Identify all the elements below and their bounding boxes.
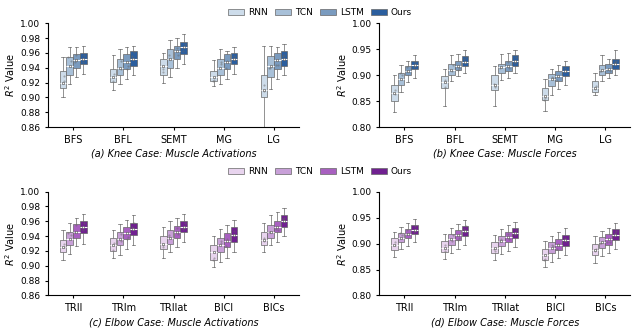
PathPatch shape xyxy=(492,242,498,253)
PathPatch shape xyxy=(268,56,274,77)
PathPatch shape xyxy=(173,45,180,59)
PathPatch shape xyxy=(217,59,223,75)
PathPatch shape xyxy=(160,236,166,249)
Y-axis label: $R^2$ Value: $R^2$ Value xyxy=(335,221,349,266)
PathPatch shape xyxy=(160,59,166,75)
X-axis label: (b) Knee Case: Muscle Forces: (b) Knee Case: Muscle Forces xyxy=(433,149,577,159)
PathPatch shape xyxy=(130,51,137,66)
PathPatch shape xyxy=(217,238,223,252)
PathPatch shape xyxy=(505,61,511,71)
PathPatch shape xyxy=(60,240,66,252)
PathPatch shape xyxy=(130,223,137,235)
PathPatch shape xyxy=(260,232,267,245)
PathPatch shape xyxy=(541,88,548,100)
PathPatch shape xyxy=(598,65,605,75)
PathPatch shape xyxy=(461,56,468,66)
PathPatch shape xyxy=(404,66,411,75)
PathPatch shape xyxy=(448,234,454,245)
X-axis label: (c) Elbow Case: Muscle Activations: (c) Elbow Case: Muscle Activations xyxy=(89,317,259,327)
PathPatch shape xyxy=(592,244,598,255)
PathPatch shape xyxy=(180,221,187,232)
PathPatch shape xyxy=(260,75,267,98)
PathPatch shape xyxy=(512,228,518,238)
PathPatch shape xyxy=(116,232,123,245)
PathPatch shape xyxy=(461,226,468,236)
PathPatch shape xyxy=(412,61,418,69)
PathPatch shape xyxy=(274,221,280,232)
PathPatch shape xyxy=(398,233,404,242)
PathPatch shape xyxy=(224,54,230,69)
PathPatch shape xyxy=(230,53,237,64)
PathPatch shape xyxy=(512,55,518,66)
PathPatch shape xyxy=(173,226,180,238)
Legend: RNN, TCN, LSTM, Ours: RNN, TCN, LSTM, Ours xyxy=(225,5,415,21)
PathPatch shape xyxy=(556,71,562,81)
PathPatch shape xyxy=(612,58,619,69)
PathPatch shape xyxy=(60,71,66,88)
PathPatch shape xyxy=(505,232,511,242)
PathPatch shape xyxy=(80,53,86,64)
PathPatch shape xyxy=(224,233,230,247)
PathPatch shape xyxy=(441,76,448,88)
PathPatch shape xyxy=(498,236,505,246)
PathPatch shape xyxy=(548,242,555,253)
PathPatch shape xyxy=(455,230,461,240)
PathPatch shape xyxy=(498,64,505,73)
PathPatch shape xyxy=(281,215,287,227)
PathPatch shape xyxy=(281,51,287,66)
PathPatch shape xyxy=(211,71,217,81)
PathPatch shape xyxy=(124,227,130,239)
PathPatch shape xyxy=(110,238,116,251)
PathPatch shape xyxy=(274,53,280,69)
PathPatch shape xyxy=(116,59,123,75)
PathPatch shape xyxy=(211,245,217,260)
PathPatch shape xyxy=(404,229,411,238)
PathPatch shape xyxy=(167,49,173,68)
PathPatch shape xyxy=(598,237,605,248)
PathPatch shape xyxy=(605,234,612,245)
PathPatch shape xyxy=(398,73,404,85)
PathPatch shape xyxy=(562,235,568,246)
PathPatch shape xyxy=(391,238,397,250)
PathPatch shape xyxy=(110,69,116,82)
PathPatch shape xyxy=(230,227,237,242)
PathPatch shape xyxy=(562,66,568,76)
PathPatch shape xyxy=(268,225,274,238)
PathPatch shape xyxy=(541,249,548,260)
Y-axis label: $R^2$ Value: $R^2$ Value xyxy=(4,221,17,266)
X-axis label: (a) Knee Case: Muscle Activations: (a) Knee Case: Muscle Activations xyxy=(91,149,257,159)
PathPatch shape xyxy=(180,42,187,54)
X-axis label: (d) Elbow Case: Muscle Forces: (d) Elbow Case: Muscle Forces xyxy=(431,317,579,327)
PathPatch shape xyxy=(448,64,454,75)
PathPatch shape xyxy=(124,54,130,69)
Y-axis label: $R^2$ Value: $R^2$ Value xyxy=(335,53,349,97)
PathPatch shape xyxy=(73,224,80,238)
PathPatch shape xyxy=(548,74,555,86)
PathPatch shape xyxy=(592,81,598,92)
PathPatch shape xyxy=(605,64,612,73)
PathPatch shape xyxy=(412,225,418,234)
PathPatch shape xyxy=(455,61,461,70)
PathPatch shape xyxy=(492,75,498,90)
Y-axis label: $R^2$ Value: $R^2$ Value xyxy=(4,53,17,97)
PathPatch shape xyxy=(80,221,86,233)
PathPatch shape xyxy=(391,85,397,101)
PathPatch shape xyxy=(556,239,562,250)
PathPatch shape xyxy=(67,57,73,75)
PathPatch shape xyxy=(167,230,173,244)
PathPatch shape xyxy=(612,229,619,240)
Legend: RNN, TCN, LSTM, Ours: RNN, TCN, LSTM, Ours xyxy=(225,164,415,180)
PathPatch shape xyxy=(441,241,448,252)
PathPatch shape xyxy=(73,54,80,68)
PathPatch shape xyxy=(67,232,73,245)
